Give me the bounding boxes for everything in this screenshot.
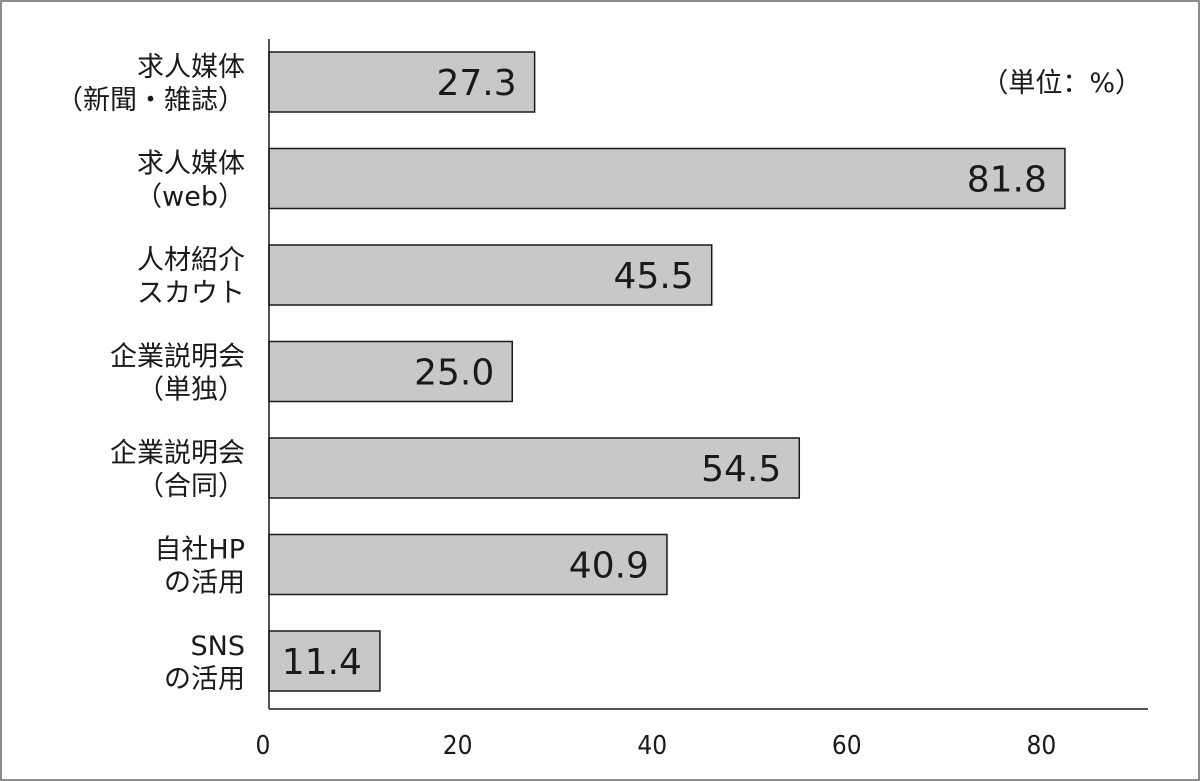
category-label-0-0: 求人媒体 <box>137 52 245 83</box>
category-label-1-0: 求人媒体 <box>137 149 245 180</box>
value-label-0: 27.3 <box>436 63 516 104</box>
x-tick-label-2: 40 <box>637 731 667 761</box>
value-label-6: 11.4 <box>282 642 362 683</box>
bar-1 <box>268 147 1066 210</box>
category-label-5-1: の活用 <box>164 568 245 599</box>
category-label-2-1: スカウト <box>137 278 245 309</box>
x-tick-label-4: 80 <box>1027 731 1057 761</box>
bars-group: 27.3求人媒体（新聞・雑誌）81.8求人媒体（web）45.5人材紹介スカウト… <box>56 51 1066 695</box>
value-label-1: 81.8 <box>967 160 1047 201</box>
category-label-4-0: 企業説明会 <box>110 438 245 469</box>
category-label-4-1: （合同） <box>137 471 245 502</box>
category-label-5-0: 自社HP <box>154 535 245 566</box>
category-label-3-1: （単独） <box>137 375 245 406</box>
value-label-3: 25.0 <box>414 353 494 394</box>
x-tick-label-0: 0 <box>256 731 271 761</box>
unit-label: （単位：%） <box>981 68 1142 99</box>
bar-4 <box>268 437 801 499</box>
axes-group: 0 20 40 60 80 <box>256 39 1148 761</box>
bar-5 <box>268 533 668 596</box>
category-label-3-0: 企業説明会 <box>110 342 245 373</box>
category-label-1-1: （web） <box>135 182 245 213</box>
x-tick-label-1: 20 <box>443 731 473 761</box>
bar-2 <box>268 244 713 306</box>
bar-0 <box>268 51 536 113</box>
value-label-2: 45.5 <box>614 256 694 297</box>
category-label-2-0: 人材紹介 <box>137 245 245 276</box>
x-tick-label-3: 60 <box>832 731 862 761</box>
bar-3 <box>268 340 513 403</box>
category-label-6-1: の活用 <box>164 664 245 695</box>
category-label-6-0: SNS <box>191 631 245 662</box>
category-label-0-1: （新聞・雑誌） <box>56 85 245 116</box>
value-label-5: 40.9 <box>569 546 649 587</box>
value-label-4: 54.5 <box>701 449 781 490</box>
